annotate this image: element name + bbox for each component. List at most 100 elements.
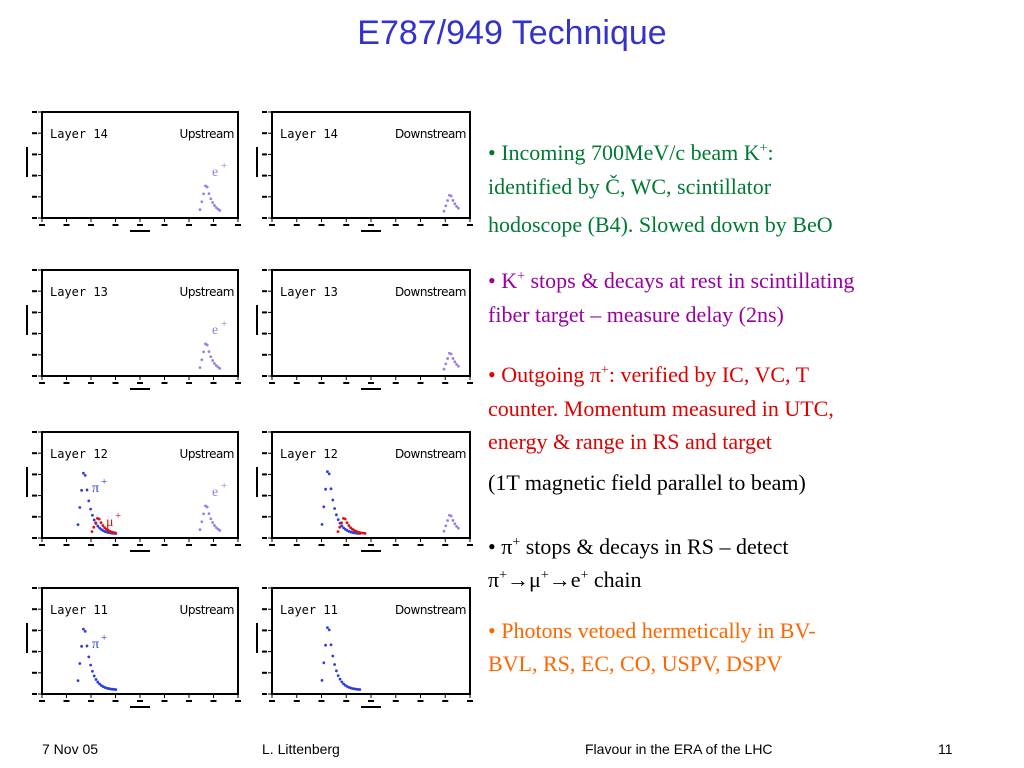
hit-dot xyxy=(213,203,216,207)
hit-dot xyxy=(200,520,204,524)
hit-dot xyxy=(205,185,209,189)
tick-label xyxy=(467,700,473,702)
hit-dot xyxy=(327,628,331,632)
hit-dot xyxy=(338,525,342,529)
tick-label xyxy=(137,700,143,702)
hit-dot xyxy=(347,524,351,527)
hit-dot xyxy=(335,669,338,673)
tick-label xyxy=(32,174,37,177)
tick-label xyxy=(293,700,300,702)
tick-label xyxy=(112,224,119,226)
hit-dot xyxy=(87,499,91,503)
tick-label xyxy=(210,700,217,702)
particle-label: e xyxy=(212,485,218,500)
text-run: energy & range in RS and target xyxy=(488,429,772,454)
hit-dot xyxy=(449,514,453,518)
axis-title xyxy=(26,147,28,177)
layer-label: Layer 12 xyxy=(50,447,108,461)
tick-label xyxy=(262,290,267,293)
text-run: hodoscope (B4). Slowed down by BeO xyxy=(488,212,833,237)
particle-charge: + xyxy=(221,480,227,492)
plot-panel: Layer 11 Downstream xyxy=(256,587,473,708)
hit-dot xyxy=(358,688,362,691)
hit-dot xyxy=(78,662,82,665)
hit-dot xyxy=(205,505,209,509)
hit-dot xyxy=(218,366,222,370)
hit-dot xyxy=(320,679,324,682)
tick-label xyxy=(262,353,267,356)
hit-dot xyxy=(92,525,96,529)
text-line: hodoscope (B4). Slowed down by BeO xyxy=(488,212,833,238)
hit-dot xyxy=(363,531,367,535)
text-run: counter. Momentum measured in UTC, xyxy=(488,396,834,421)
hit-dot xyxy=(455,524,458,528)
hit-dot xyxy=(198,528,202,532)
axis-title xyxy=(361,550,381,552)
tick-label xyxy=(32,375,37,377)
particle-charge: + xyxy=(101,476,107,488)
hit-dot xyxy=(343,517,347,521)
tick-label xyxy=(137,544,143,546)
tick-label xyxy=(262,132,267,135)
axis-title xyxy=(130,230,150,232)
hit-dot xyxy=(451,199,455,202)
tick-label xyxy=(137,224,143,226)
tick-label xyxy=(88,224,94,226)
hit-dot xyxy=(218,528,222,532)
hit-dot xyxy=(331,498,335,502)
tick-label xyxy=(32,332,37,335)
hit-dot xyxy=(89,507,92,511)
tick-label xyxy=(269,700,275,702)
tick-label xyxy=(32,452,37,455)
hit-dot xyxy=(200,358,204,362)
slide-title: E787/949 Technique xyxy=(357,14,667,52)
tick-label xyxy=(442,382,449,384)
tick-label xyxy=(39,700,45,702)
tick-label xyxy=(392,544,399,546)
tick-label xyxy=(262,537,267,539)
hit-dot xyxy=(333,663,336,666)
tick-label xyxy=(161,224,168,226)
particle-label: μ xyxy=(106,515,114,530)
text-line: • Outgoing π+: verified by IC, VC, T xyxy=(488,362,809,388)
tick-label xyxy=(32,537,37,539)
tick-label xyxy=(262,431,267,433)
tick-label xyxy=(293,544,300,546)
tick-label xyxy=(262,587,267,589)
tick-label xyxy=(262,269,267,271)
tick-label xyxy=(32,431,37,433)
hit-dot xyxy=(446,519,449,522)
tick-label xyxy=(269,544,275,546)
side-label: Downstream xyxy=(395,447,466,461)
hit-dot xyxy=(83,473,87,477)
hit-dot xyxy=(209,355,213,359)
text-line: π+→μ+→e+ chain xyxy=(488,567,642,593)
tick-label xyxy=(343,700,350,702)
tick-label xyxy=(63,700,70,702)
tick-label xyxy=(235,382,241,384)
tick-label xyxy=(318,544,325,546)
hit-dot xyxy=(213,523,216,527)
hit-dot xyxy=(85,644,89,648)
hit-dot xyxy=(326,626,329,629)
axis-title xyxy=(361,230,381,232)
hit-dot xyxy=(97,517,101,521)
text-line: BVL, RS, EC, CO, USPV, DSPV xyxy=(488,651,782,677)
layer-label: Layer 14 xyxy=(50,127,108,141)
axis-title xyxy=(26,623,28,653)
plot-panel: Layer 14 Downstream xyxy=(256,111,473,232)
hit-dot xyxy=(91,669,94,673)
plot-panel: Layer 11 Upstream π + xyxy=(26,587,241,708)
tick-label xyxy=(467,544,473,546)
tick-label xyxy=(63,544,70,546)
text-line: fiber target – measure delay (2ns) xyxy=(488,302,784,328)
footer-page: 11 xyxy=(938,741,953,757)
side-label: Downstream xyxy=(395,285,466,299)
hit-dot xyxy=(457,206,460,210)
tick-label xyxy=(417,700,424,702)
hit-dot xyxy=(99,521,103,525)
text-run: →μ xyxy=(507,567,541,592)
text-run: (1T magnetic field parallel to beam) xyxy=(488,470,806,495)
tick-label xyxy=(112,382,119,384)
hit-dot xyxy=(202,192,206,196)
